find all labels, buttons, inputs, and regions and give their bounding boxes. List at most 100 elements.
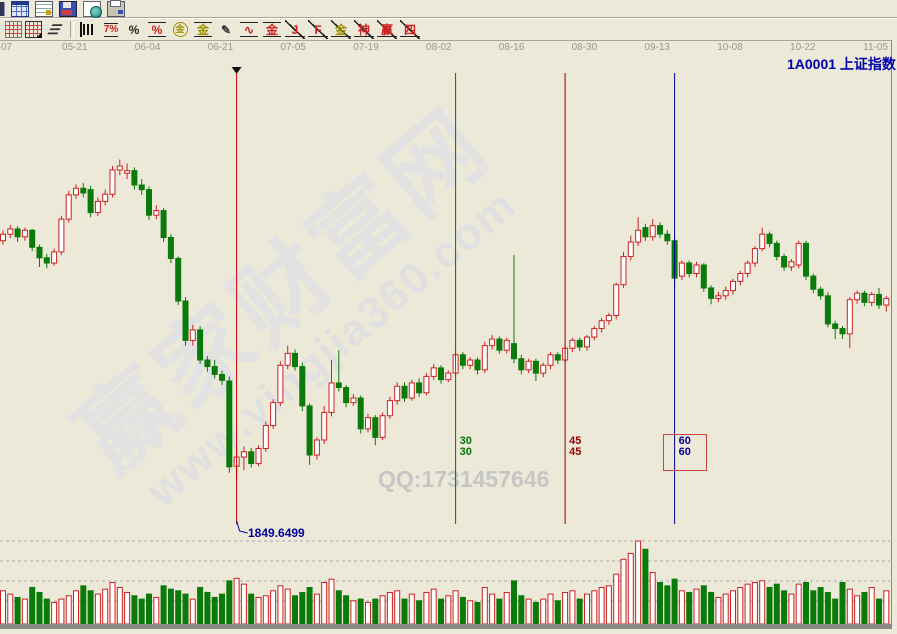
window-partial-icon[interactable] (0, 1, 5, 16)
date-tick: 08-02 (426, 42, 452, 53)
candle-down (832, 323, 839, 330)
gold-circle-icon[interactable]: 金 (170, 20, 190, 39)
volume-bar (773, 583, 780, 625)
volume-bar (525, 598, 532, 625)
candle-down (766, 233, 773, 244)
candle-up (722, 290, 729, 297)
volume-bar (459, 596, 466, 625)
f-angle-icon[interactable]: F (308, 20, 328, 39)
volume-bar (292, 595, 298, 625)
wave-lines-icon[interactable]: ∿ (239, 20, 259, 39)
date-tick: 05-21 (62, 42, 88, 53)
candle-down (357, 397, 364, 430)
candle-up (678, 262, 685, 277)
volume-bar (438, 598, 444, 625)
j-angle-icon[interactable]: J (285, 20, 305, 39)
gold-lines-icon[interactable]: 金 (193, 20, 213, 39)
candle-up (321, 411, 328, 441)
axis-grid-icon[interactable] (25, 21, 42, 38)
volume-bar (562, 591, 569, 625)
si-angle-icon[interactable]: 四 (400, 20, 420, 39)
volume-bar (584, 593, 590, 625)
volume-bar (817, 586, 824, 625)
candle-up (94, 200, 101, 214)
percent-lines-icon[interactable]: % (147, 20, 167, 39)
candle-up (868, 293, 875, 303)
print-icon[interactable] (107, 0, 125, 17)
candle-up (102, 193, 109, 202)
candle-down (554, 354, 561, 361)
volume-bar (131, 595, 138, 625)
volume-bar (226, 580, 233, 625)
ying-angle-icon[interactable]: 赢 (377, 20, 397, 39)
candle-up (153, 210, 160, 216)
date-tick: 09-13 (644, 42, 670, 53)
candle-down (781, 255, 788, 268)
candle-up (503, 339, 510, 351)
gold-red-lines-icon[interactable]: 金 (262, 20, 282, 39)
volume-bar (284, 588, 291, 625)
candle-up (489, 338, 496, 347)
shen-angle-icon[interactable]: 神 (354, 20, 374, 39)
volume-bar (781, 590, 788, 625)
percent-line-icon[interactable]: 7% (103, 22, 119, 37)
volume-bar (299, 591, 306, 625)
volume-bar (36, 591, 43, 625)
volume-bar (197, 586, 204, 625)
candle-down (138, 184, 145, 191)
volume-bar (496, 598, 503, 625)
candle-up (467, 359, 474, 366)
volume-bar (306, 586, 313, 625)
spreadsheet-icon[interactable] (11, 0, 29, 17)
candle-up (313, 439, 320, 456)
candle-down (839, 328, 846, 335)
candle-down (197, 329, 204, 361)
volume-bar (854, 595, 861, 625)
volume-ladder-icon[interactable] (78, 20, 98, 39)
volume-bar (744, 583, 751, 625)
volume-bar (379, 595, 386, 625)
candle-down (642, 227, 649, 238)
brush-icon[interactable]: ✎ (220, 22, 232, 37)
volume-baseline (0, 624, 891, 629)
send-web-icon[interactable] (83, 0, 102, 18)
volume-bar (649, 572, 656, 625)
merge-grid-icon[interactable] (5, 21, 22, 38)
save-icon[interactable] (59, 0, 77, 17)
candle-up (408, 382, 415, 399)
volume-bar (416, 600, 423, 625)
volume-bar (80, 585, 87, 625)
volume-bar (43, 598, 50, 625)
candle-up (386, 400, 393, 417)
date-tick: 07-05 (280, 42, 306, 53)
candle-up (116, 165, 123, 171)
candle-down (219, 373, 225, 381)
volume-bar (335, 590, 342, 625)
volume-bar (102, 588, 109, 625)
volume-bar (14, 596, 21, 625)
volume-bar (576, 598, 583, 625)
volume-bar (357, 598, 364, 625)
volume-bar (700, 585, 707, 625)
report-icon[interactable] (35, 0, 53, 17)
volume-bar (678, 590, 685, 625)
trend-lines-icon[interactable]: ☰ (45, 22, 65, 37)
window-bottom-strip (0, 629, 897, 634)
candle-down (43, 257, 50, 264)
candle-up (58, 218, 65, 253)
cycle-label-box (662, 434, 707, 471)
volume-bar (94, 593, 101, 625)
volume-bar (146, 593, 152, 625)
candle-down (335, 382, 342, 389)
candle-up (73, 187, 79, 196)
percent-icon[interactable]: % (128, 22, 140, 37)
candle-down (401, 385, 408, 399)
candle-up (379, 415, 386, 438)
volume-bar (153, 596, 160, 625)
gold-angle-icon[interactable]: 金 (331, 20, 351, 39)
volume-bar (343, 595, 350, 625)
volume-bar (372, 598, 379, 625)
candle-down (474, 359, 481, 371)
low-price-label: 1849.6499 (248, 526, 305, 540)
